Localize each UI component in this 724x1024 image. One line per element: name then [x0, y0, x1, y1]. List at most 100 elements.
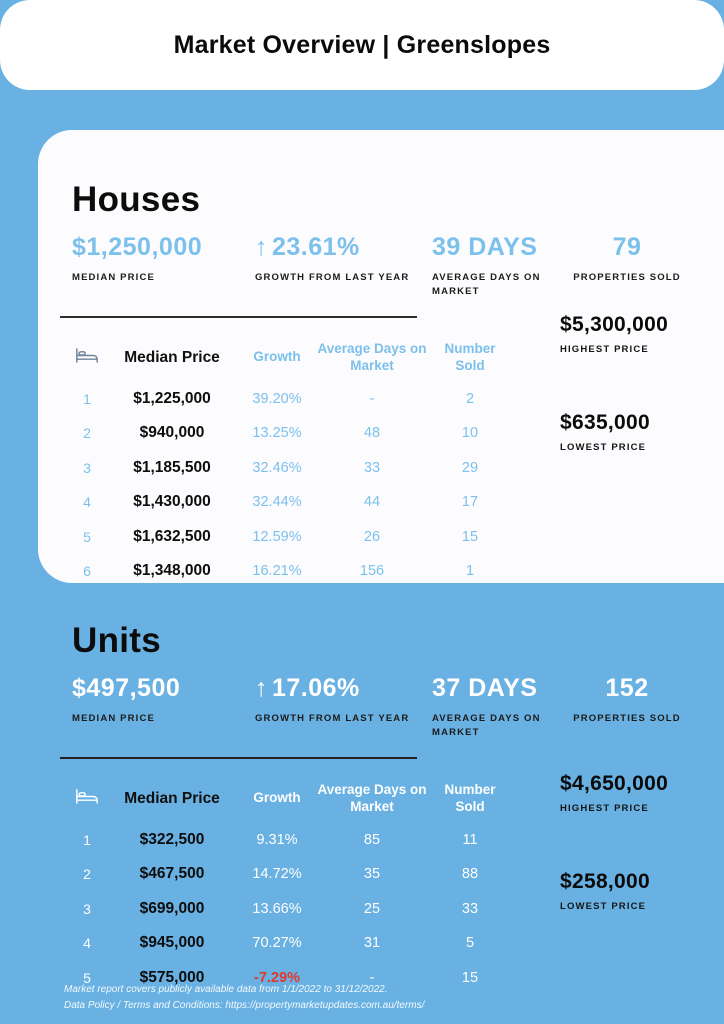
row-bedrooms: 4	[83, 494, 91, 511]
row-median-price: $1,185,500	[133, 458, 211, 476]
lowest-price-value: $635,000	[560, 411, 650, 434]
row-number-sold: 2	[465, 390, 475, 407]
stat-average-days: 37 DAYS AVERAGE DAYS ON MARKET	[432, 673, 560, 741]
row-average-days: 33	[363, 459, 381, 476]
median-price-label: MEDIAN PRICE	[72, 713, 155, 724]
row-growth: 70.27%	[252, 935, 302, 952]
row-number-sold: 88	[461, 866, 479, 883]
table-row: 3 $699,000 13.66% 25 33	[72, 892, 694, 927]
table-row: 4 $1,430,000 32.44% 44 17	[72, 485, 694, 520]
row-average-days: -	[369, 969, 375, 986]
table-row: 5 $1,632,500 12.59% 26 15	[72, 520, 694, 555]
median-price-value: $1,250,000	[72, 233, 203, 261]
houses-table: Median Price Growth Average Days on Mark…	[72, 334, 694, 589]
median-price-label: MEDIAN PRICE	[72, 272, 155, 283]
page-title: Market Overview | Greenslopes	[173, 30, 551, 59]
row-bedrooms: 4	[83, 935, 91, 952]
bedrooms-column-header	[72, 788, 102, 810]
row-number-sold: 11	[462, 831, 478, 848]
growth-column-header: Growth	[253, 349, 301, 365]
row-growth: 12.59%	[252, 528, 302, 545]
properties-sold-label: PROPERTIES SOLD	[573, 272, 681, 283]
up-arrow-icon: ↑	[255, 233, 268, 261]
row-bedrooms: 1	[83, 831, 91, 848]
row-median-price: $945,000	[139, 934, 205, 952]
row-median-price: $699,000	[139, 899, 205, 917]
row-average-days: 85	[363, 831, 381, 848]
average-days-label: AVERAGE DAYS ON MARKET	[432, 272, 541, 298]
highest-price-block: $4,650,000 HIGHEST PRICE	[560, 772, 724, 814]
row-growth: 39.20%	[252, 390, 302, 407]
bed-icon	[75, 347, 99, 364]
footer-disclaimer: Market report covers publicly available …	[64, 982, 424, 1014]
properties-sold-value: 152	[605, 674, 649, 702]
properties-sold-label: PROPERTIES SOLD	[573, 713, 681, 724]
growth-value: ↑ 23.61%	[255, 232, 432, 262]
units-section-title: Units	[72, 621, 161, 660]
row-median-price: $1,430,000	[133, 493, 211, 511]
median-price-column-header: Median Price	[124, 789, 220, 807]
footer-line-2: Data Policy / Terms and Conditions: http…	[64, 1000, 425, 1011]
row-median-price: $322,500	[139, 830, 205, 848]
average-days-column-header: Average Days on Market	[317, 781, 427, 814]
average-days-value: 39 DAYS	[432, 233, 538, 261]
row-growth: 13.25%	[252, 425, 302, 442]
growth-column-header: Growth	[253, 790, 301, 806]
row-number-sold: 33	[461, 900, 479, 917]
row-bedrooms: 3	[83, 459, 91, 476]
footer-line-1: Market report covers publicly available …	[64, 984, 388, 995]
median-price-value: $497,500	[72, 674, 181, 702]
growth-percent: 23.61%	[272, 233, 360, 261]
row-growth: 16.21%	[252, 563, 302, 580]
units-table-body: 1 $322,500 9.31% 85 11 2 $467,500 14.72% 35 88 3 $6…	[72, 823, 694, 996]
table-row: 2 $940,000 13.25% 48 10	[72, 416, 694, 451]
houses-section-title: Houses	[72, 180, 201, 219]
row-average-days: 48	[363, 425, 381, 442]
row-bedrooms: 6	[83, 563, 91, 580]
stat-median-price: $497,500 MEDIAN PRICE	[72, 673, 255, 741]
row-growth: 14.72%	[252, 866, 302, 883]
row-growth: 32.46%	[252, 459, 302, 476]
title-bar: Market Overview | Greenslopes	[0, 0, 724, 90]
bedrooms-column-header	[72, 347, 102, 369]
row-number-sold: 15	[461, 969, 479, 986]
table-row: 3 $1,185,500 32.46% 33 29	[72, 451, 694, 486]
growth-label: GROWTH FROM LAST YEAR	[255, 713, 410, 724]
stat-properties-sold: 79 PROPERTIES SOLD	[560, 232, 694, 300]
lowest-price-block: $635,000 LOWEST PRICE	[560, 411, 724, 453]
row-bedrooms: 5	[83, 969, 91, 986]
units-section: Units $497,500 MEDIAN PRICE ↑ 17.06% GROW…	[0, 583, 724, 1024]
row-number-sold: 5	[465, 935, 475, 952]
row-number-sold: 17	[461, 494, 479, 511]
row-number-sold: 15	[461, 528, 479, 545]
stat-median-price: $1,250,000 MEDIAN PRICE	[72, 232, 255, 300]
table-row: 6 $1,348,000 16.21% 156 1	[72, 554, 694, 589]
row-median-price: $1,225,000	[133, 389, 211, 407]
number-sold-column-header: Number Sold	[444, 781, 496, 814]
lowest-price-label: LOWEST PRICE	[560, 442, 647, 453]
stat-growth: ↑ 17.06% GROWTH FROM LAST YEAR	[255, 673, 432, 741]
average-days-column-header: Average Days on Market	[317, 340, 427, 373]
growth-value: ↑ 17.06%	[255, 673, 432, 703]
highest-price-label: HIGHEST PRICE	[560, 803, 649, 814]
lowest-price-block: $258,000 LOWEST PRICE	[560, 870, 724, 912]
table-row: 5 $575,000 -7.29% - 15	[72, 961, 694, 996]
houses-table-body: 1 $1,225,000 39.20% - 2 2 $940,000 13.25% 48 10 3 $…	[72, 382, 694, 589]
table-row: 1 $1,225,000 39.20% - 2	[72, 382, 694, 417]
row-average-days: 31	[363, 935, 381, 952]
average-days-label: AVERAGE DAYS ON MARKET	[432, 713, 541, 739]
houses-summary-stats: $1,250,000 MEDIAN PRICE ↑ 23.61% GROWTH F…	[72, 232, 694, 300]
row-median-price: $1,348,000	[133, 562, 211, 580]
divider	[60, 315, 417, 318]
table-row: 2 $467,500 14.72% 35 88	[72, 857, 694, 892]
row-median-price: $575,000	[139, 968, 205, 986]
highest-price-label: HIGHEST PRICE	[560, 344, 649, 355]
median-price-column-header: Median Price	[124, 348, 220, 366]
table-header-row: Median Price Growth Average Days on Mark…	[72, 334, 694, 382]
highest-price-block: $5,300,000 HIGHEST PRICE	[560, 313, 724, 355]
growth-label: GROWTH FROM LAST YEAR	[255, 272, 410, 283]
lowest-price-value: $258,000	[560, 870, 650, 893]
table-row: 4 $945,000 70.27% 31 5	[72, 926, 694, 961]
row-number-sold: 10	[461, 425, 479, 442]
